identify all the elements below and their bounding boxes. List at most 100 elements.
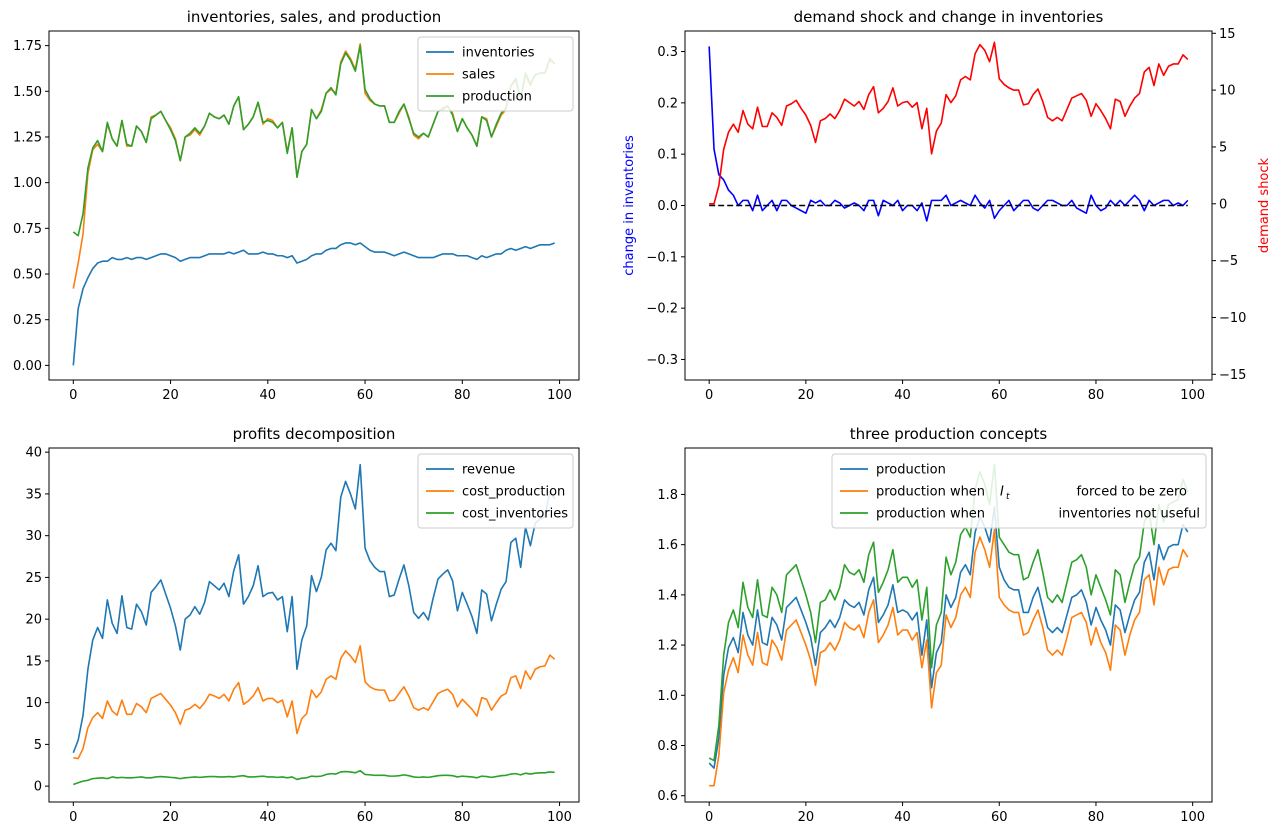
chart-title: profits decomposition	[233, 425, 396, 443]
x-tick-label: 60	[991, 810, 1008, 825]
y-tick-label: 1.6	[657, 538, 678, 553]
series-group	[708, 41, 1189, 222]
y-tick-label: 0.00	[13, 359, 42, 374]
x-tick-label: 60	[357, 388, 374, 403]
legend-label: revenue	[462, 463, 515, 478]
x-tick-label: 0	[69, 388, 77, 403]
plot-frame	[684, 447, 1213, 803]
y-tick-label: 1.50	[13, 85, 42, 100]
y2-tick-label: 5	[1219, 140, 1227, 155]
legend-label: sales	[462, 68, 495, 83]
x-tick-label: 80	[1088, 388, 1105, 403]
plot-frame	[48, 30, 580, 381]
y-tick-label: 1.2	[657, 639, 678, 654]
chart-title: three production concepts	[850, 425, 1048, 443]
legend-label: production when	[876, 485, 985, 500]
legend-box	[417, 453, 574, 529]
y-tick-label: 35	[25, 487, 42, 502]
y-tick-label: −0.3	[646, 353, 678, 368]
legend-label: cost_production	[462, 485, 565, 500]
y-tick-label: 40	[25, 446, 42, 461]
legend-label: inventories not useful	[1058, 507, 1200, 522]
legend-label-subscript: t	[1006, 492, 1010, 502]
legend-label: cost_inventories	[462, 507, 568, 522]
legend-label: production	[876, 463, 946, 478]
x-tick-label: 40	[260, 810, 277, 825]
y-tick-label: 1.0	[657, 689, 678, 704]
series-group	[72, 42, 556, 366]
x-tick-label: 20	[162, 388, 179, 403]
series-line-inventories	[72, 242, 555, 366]
legend-box	[831, 453, 1207, 529]
x-tick-label: 100	[547, 810, 572, 825]
y-tick-label: 5	[34, 738, 42, 753]
y-tick-label: 0.25	[13, 313, 42, 328]
chart-title: demand shock and change in inventories	[794, 8, 1104, 26]
y-tick-label: 0.3	[657, 45, 678, 60]
series-line-production	[708, 506, 1189, 769]
x-tick-label: 60	[991, 388, 1008, 403]
y-tick-label: 1.25	[13, 130, 42, 145]
y-tick-label: 1.8	[657, 488, 678, 503]
chart-panel-2: demand shock and change in inventories 0 2…	[622, 8, 1272, 403]
chart-panel-4: three production concepts 0 20 40 60 80 100 0.6…	[657, 425, 1213, 825]
y-tick-label: 0.50	[13, 268, 42, 283]
y2-tick-label: 10	[1219, 84, 1236, 99]
series-line-change-in-inventories	[708, 46, 1189, 222]
series-line-production	[72, 44, 556, 237]
y-tick-label: 10	[25, 696, 42, 711]
x-tick-label: 0	[69, 810, 77, 825]
x-tick-label: 0	[705, 810, 713, 825]
y-tick-label: 15	[25, 654, 42, 669]
y-tick-label: 30	[25, 529, 42, 544]
series-line-cost-production	[73, 645, 556, 760]
y-tick-label: 0	[34, 780, 42, 795]
legend: revenue cost_production cost_inventories	[417, 453, 574, 529]
x-tick-label: 40	[894, 810, 911, 825]
y-tick-label: 0.1	[657, 148, 678, 163]
y-tick-label: 20	[25, 613, 42, 628]
legend-box	[417, 36, 574, 112]
series-line-cost-inventories	[73, 769, 555, 786]
y-tick-label: 1.00	[13, 176, 42, 191]
chart-panel-1: inventories, sales, and production 0 20 40 6…	[13, 8, 580, 403]
series-line-production-when	[708, 463, 1189, 762]
legend-label: forced to be zero	[1076, 485, 1187, 500]
x-tick-label: 80	[454, 810, 471, 825]
y2-tick-label: −5	[1219, 254, 1238, 269]
y-tick-label: 1.75	[13, 39, 42, 54]
x-tick-label: 100	[547, 388, 572, 403]
x-tick-label: 80	[454, 388, 471, 403]
legend-label-math: I	[1000, 485, 1004, 500]
series-group	[72, 463, 556, 786]
legend-label: production	[462, 90, 532, 105]
y-axis-label: change in inventories	[622, 135, 637, 276]
chart-title: inventories, sales, and production	[187, 8, 442, 26]
legend: inventories sales production	[417, 36, 574, 112]
y-tick-label: 0.2	[657, 96, 678, 111]
y-tick-label: 0.8	[657, 739, 678, 754]
x-tick-label: 100	[1180, 810, 1205, 825]
y-tick-label: 0.0	[657, 199, 678, 214]
y2-axis-label: demand shock	[1257, 157, 1272, 253]
plot-frame	[684, 30, 1213, 381]
y2-tick-label: 0	[1219, 197, 1227, 212]
chart-panel-3: profits decomposition 0 20 40 60 80 100 0 5 10 15 2…	[25, 425, 580, 825]
x-tick-label: 20	[162, 810, 179, 825]
x-tick-label: 20	[798, 388, 815, 403]
y2-tick-label: −15	[1219, 368, 1246, 383]
y-tick-label: 0.75	[13, 222, 42, 237]
x-tick-label: 60	[357, 810, 374, 825]
x-tick-label: 40	[894, 388, 911, 403]
x-tick-label: 80	[1088, 810, 1105, 825]
series-group	[708, 463, 1189, 787]
y-tick-label: 25	[25, 571, 42, 586]
x-tick-label: 20	[798, 810, 815, 825]
series-line-production-when	[709, 528, 1189, 787]
x-tick-label: 0	[705, 388, 713, 403]
y-tick-label: 0.6	[657, 789, 678, 804]
y2-tick-label: −10	[1219, 311, 1246, 326]
legend-label: inventories	[462, 46, 535, 61]
